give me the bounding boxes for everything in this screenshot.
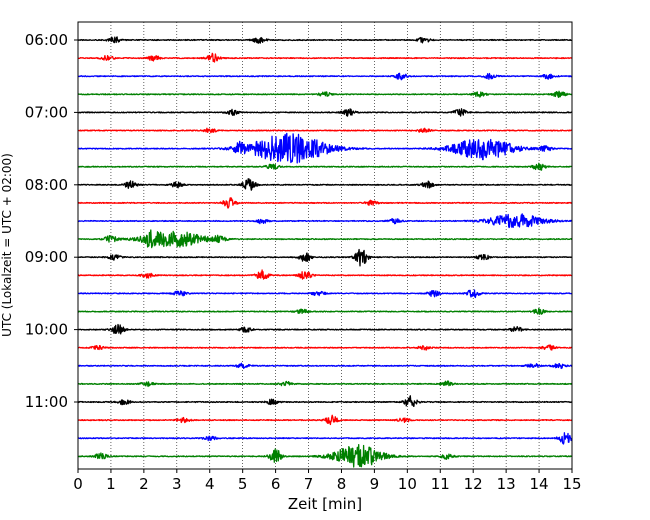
y-tick-label: 11:00 (25, 393, 68, 411)
y-axis-label: UTC (Lokalzeit = UTC + 02:00) (0, 153, 14, 337)
trace-10:00 (77, 323, 573, 335)
x-tick-label: 8 (337, 475, 347, 493)
trace-06:00 (77, 36, 573, 44)
trace-09:45 (77, 307, 573, 315)
x-tick-label: 14 (530, 475, 549, 493)
trace-10:15 (77, 344, 573, 351)
x-tick-label: 12 (464, 475, 483, 493)
y-tick-label: 06:00 (25, 31, 68, 49)
x-tick-label: 0 (73, 475, 83, 493)
x-ticks: 0 1 2 3 4 5 6 7 8 9 10 11 12 13 14 15 (73, 469, 582, 493)
x-tick-label: 15 (562, 475, 581, 493)
trace-08:15 (77, 197, 573, 209)
x-axis-label: Zeit [min] (288, 495, 362, 513)
trace-11:15 (77, 414, 573, 426)
y-tick-label: 07:00 (25, 103, 68, 121)
trace-11:30 (77, 432, 573, 445)
plot-background (78, 22, 572, 469)
x-tick-label: 3 (172, 475, 182, 493)
trace-07:00 (77, 108, 573, 117)
trace-11:45 (77, 443, 573, 468)
x-tick-label: 13 (497, 475, 516, 493)
trace-06:15 (77, 52, 573, 63)
traces (77, 36, 573, 468)
minute-grid (110, 22, 540, 469)
trace-07:30 (77, 132, 573, 164)
trace-07:15 (77, 127, 573, 134)
y-tick-label: 09:00 (25, 248, 68, 266)
x-tick-label: 11 (431, 475, 450, 493)
x-tick-label: 10 (398, 475, 417, 493)
x-tick-label: 7 (304, 475, 314, 493)
trace-10:30 (77, 362, 573, 370)
y-tick-label: 10:00 (25, 321, 68, 339)
trace-06:30 (77, 72, 573, 81)
x-tick-label: 1 (106, 475, 116, 493)
trace-08:00 (77, 178, 573, 191)
trace-09:30 (77, 289, 573, 299)
trace-09:00 (77, 248, 573, 267)
y-ticks: 06:00 07:00 08:00 09:00 10:00 11:00 (25, 31, 78, 411)
x-tick-label: 9 (370, 475, 380, 493)
x-tick-label: 4 (205, 475, 215, 493)
plot-frame (77, 21, 573, 470)
x-tick-label: 5 (238, 475, 248, 493)
trace-06:45 (77, 90, 573, 98)
trace-11:00 (77, 395, 573, 408)
trace-08:45 (77, 229, 573, 249)
x-tick-label: 2 (139, 475, 149, 493)
trace-07:45 (77, 162, 573, 171)
trace-09:15 (77, 269, 573, 280)
y-tick-label: 08:00 (25, 176, 68, 194)
trace-08:30 (77, 213, 573, 229)
trace-10:45 (77, 380, 573, 388)
x-tick-label: 6 (271, 475, 281, 493)
